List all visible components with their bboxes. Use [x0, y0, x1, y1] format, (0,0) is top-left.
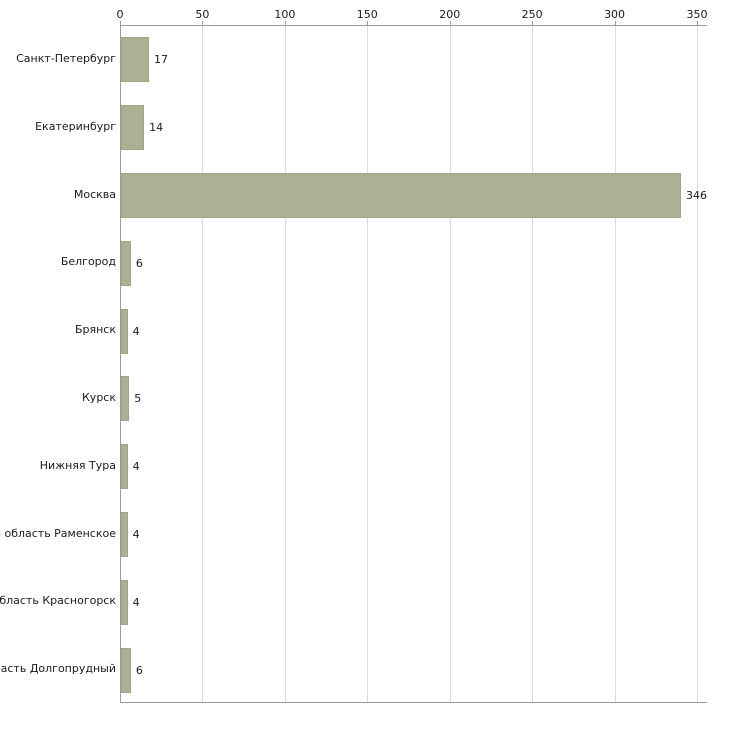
- bar: [121, 172, 681, 218]
- x-tick-label: 100: [274, 8, 296, 21]
- bar-value-label: 14: [149, 121, 164, 135]
- bar-value-label: 4: [132, 595, 140, 609]
- bar: [121, 240, 131, 286]
- bar-row: 4: [121, 297, 707, 365]
- bar-row: 6: [121, 636, 707, 704]
- x-tick-label: 350: [686, 8, 708, 21]
- x-tick-mark: [120, 21, 121, 25]
- x-tick-label: 300: [604, 8, 626, 21]
- x-tick-mark: [614, 21, 616, 25]
- gridline: [697, 26, 698, 702]
- bar-value-label: 17: [154, 53, 169, 67]
- gridline: [614, 26, 616, 702]
- bar: [121, 444, 128, 490]
- plot-area: 17 14 346 6 4 5 4 4 4 6: [120, 25, 707, 703]
- bar: [121, 105, 145, 151]
- y-category-label: Санкт-Петербург: [16, 51, 116, 65]
- bar-row: 17: [121, 26, 707, 94]
- x-tick-mark: [367, 21, 369, 25]
- bar-row: 4: [121, 433, 707, 501]
- x-tick-label: 200: [439, 8, 461, 21]
- bar: [121, 308, 128, 354]
- bar-value-label: 4: [132, 460, 140, 474]
- bar-value-label: 4: [132, 324, 140, 338]
- bar-value-label: 6: [135, 663, 143, 677]
- bar: [121, 37, 150, 83]
- x-tick-label: 250: [521, 8, 543, 21]
- bar-row: 6: [121, 229, 707, 297]
- gridline: [532, 26, 534, 702]
- y-category-label: Курск: [82, 390, 116, 404]
- bar-value-label: 346: [686, 188, 707, 202]
- y-category-label: область Красногорск: [0, 594, 116, 608]
- gridline: [449, 26, 451, 702]
- gridline: [284, 26, 286, 702]
- x-tick-label: 50: [195, 8, 210, 21]
- bar-value-label: 6: [135, 256, 143, 270]
- y-category-label: Белгород: [60, 255, 116, 269]
- y-category-label: Нижняя Тура: [39, 458, 116, 472]
- bar: [121, 579, 128, 625]
- y-category-label: я область Раменское: [0, 526, 116, 540]
- x-tick-label: 0: [116, 8, 124, 21]
- x-tick-mark: [449, 21, 451, 25]
- bar-row: 4: [121, 501, 707, 569]
- y-category-label: Брянск: [74, 323, 116, 337]
- x-tick-mark: [697, 21, 698, 25]
- x-tick-label: 150: [356, 8, 378, 21]
- bar: [121, 511, 128, 557]
- bar-row: 4: [121, 568, 707, 636]
- bar-row: 5: [121, 365, 707, 433]
- bar-value-label: 4: [132, 527, 140, 541]
- y-category-label: ласть Долгопрудный: [0, 662, 116, 676]
- x-tick-mark: [532, 21, 534, 25]
- bar: [121, 376, 130, 422]
- bar-row: 346: [121, 162, 707, 230]
- bar-rows: 17 14 346 6 4 5 4 4 4 6: [121, 26, 707, 702]
- bar-value-label: 5: [134, 392, 142, 406]
- bar-row: 14: [121, 94, 707, 162]
- gridline: [367, 26, 369, 702]
- gridline: [202, 26, 204, 702]
- x-tick-mark: [284, 21, 286, 25]
- x-tick-mark: [202, 21, 204, 25]
- bar: [121, 647, 131, 693]
- y-category-label: Москва: [73, 187, 116, 201]
- y-category-label: Екатеринбург: [35, 119, 116, 133]
